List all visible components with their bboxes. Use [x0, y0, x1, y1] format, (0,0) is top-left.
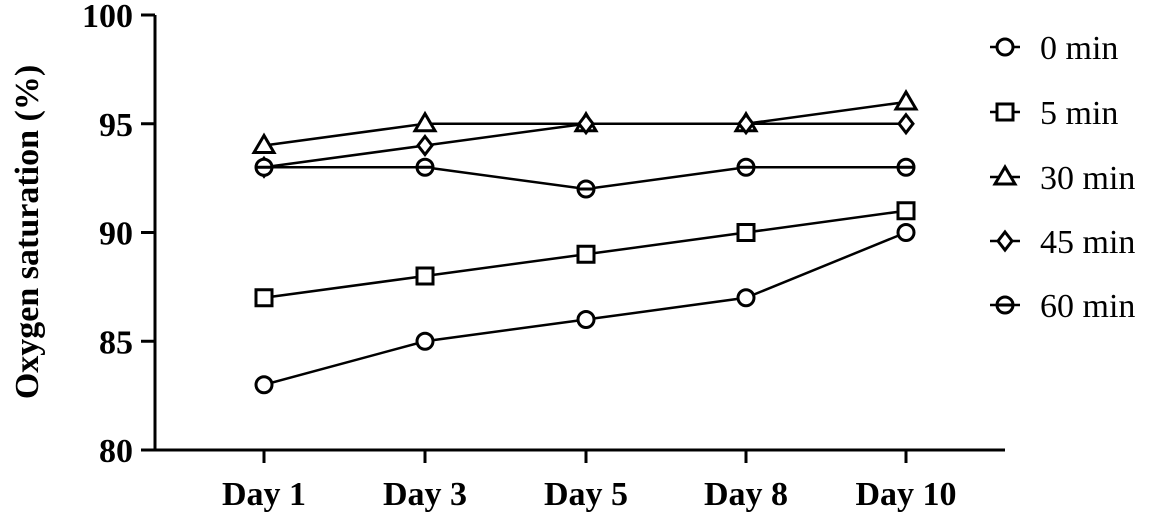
data-point — [737, 112, 755, 136]
y-axis-title: Oxygen saturation (%) — [9, 65, 46, 399]
data-point — [254, 375, 274, 395]
x-tick-label: Day 1 — [222, 476, 306, 513]
data-point — [736, 157, 756, 177]
data-point — [577, 112, 595, 136]
y-tick-label: 85 — [99, 324, 133, 361]
x-tick-label: Day 8 — [704, 476, 788, 513]
data-point — [897, 112, 915, 136]
data-point — [736, 288, 756, 308]
data-point — [893, 89, 919, 111]
data-point — [254, 288, 274, 308]
y-tick-label: 90 — [99, 216, 133, 253]
series-60-min — [254, 157, 916, 199]
x-tick-label: Day 10 — [855, 476, 956, 513]
series-group — [251, 89, 919, 395]
legend-marker — [995, 102, 1015, 122]
data-point — [415, 157, 435, 177]
data-point — [416, 134, 434, 157]
legend-marker — [995, 295, 1015, 315]
data-point — [736, 223, 756, 242]
series-0-min — [254, 223, 916, 395]
x-axis: Day 1 Day 3 Day 5 Day 8 Day 10 — [155, 448, 1005, 513]
data-point — [415, 266, 435, 286]
y-tick-label: 100 — [82, 0, 133, 35]
data-point — [251, 132, 277, 154]
legend-item: 0 min — [990, 30, 1118, 67]
data-point — [415, 331, 435, 351]
data-point — [576, 310, 596, 329]
data-point — [412, 110, 438, 133]
legend-label: 5 min — [1040, 95, 1118, 132]
data-point — [896, 223, 916, 242]
legend-label: 30 min — [1040, 160, 1135, 197]
y-tick-label: 80 — [99, 433, 133, 470]
x-tick-label: Day 5 — [544, 476, 628, 513]
series-5-min — [254, 201, 916, 308]
legend-label: 60 min — [1040, 288, 1135, 325]
y-tick-label: 95 — [99, 107, 133, 144]
data-point — [254, 157, 274, 177]
x-tick-label: Day 3 — [383, 476, 467, 513]
data-point — [576, 244, 596, 264]
data-point — [896, 157, 916, 177]
legend: 0 min 5 min 30 min 45 min 60 min — [990, 30, 1135, 325]
legend-item: 60 min — [990, 288, 1135, 325]
legend-item: 45 min — [990, 224, 1135, 261]
legend-item: 30 min — [990, 160, 1135, 197]
legend-label: 0 min — [1040, 30, 1118, 67]
legend-marker — [995, 37, 1015, 57]
legend-marker — [996, 229, 1014, 253]
legend-label: 45 min — [1040, 224, 1135, 261]
legend-marker — [992, 164, 1018, 186]
y-axis: 80 85 90 95 100 — [82, 0, 157, 470]
data-point — [896, 201, 916, 221]
data-point — [576, 179, 596, 199]
legend-item: 5 min — [990, 95, 1118, 132]
